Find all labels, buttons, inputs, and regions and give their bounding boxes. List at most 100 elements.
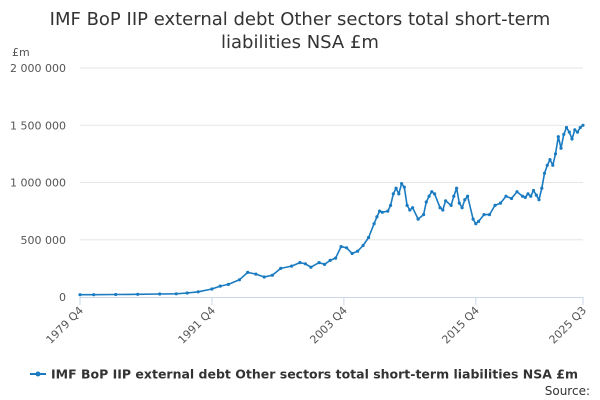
data-point (114, 292, 118, 297)
data-point (534, 193, 538, 197)
series-layer (78, 123, 585, 297)
data-point (303, 262, 307, 266)
data-point (452, 194, 456, 198)
data-point (185, 291, 189, 295)
data-point (482, 213, 486, 217)
legend[interactable]: IMF BoP IIP external debt Other sectors … (30, 367, 578, 382)
data-point (372, 222, 376, 226)
data-point (575, 130, 580, 134)
chart-title: IMF BoP IIP external debt Other sectors … (0, 8, 600, 54)
data-point (567, 130, 571, 134)
y-axis-unit-label: £m (12, 46, 30, 59)
data-point (581, 123, 585, 127)
data-point (444, 199, 448, 203)
data-point (556, 135, 560, 139)
data-point (397, 192, 401, 196)
data-point (487, 213, 492, 217)
data-point (553, 152, 558, 156)
data-point (339, 245, 343, 249)
data-point (520, 194, 525, 198)
data-point (460, 206, 464, 210)
data-point (441, 208, 445, 212)
data-point (515, 190, 519, 194)
data-point (449, 203, 453, 207)
data-point (394, 186, 398, 190)
data-point (537, 198, 541, 202)
data-point (174, 292, 178, 296)
data-point (438, 206, 442, 210)
y-tick-label: 1 000 000 (10, 177, 66, 190)
data-point (405, 203, 409, 207)
data-point (380, 210, 384, 214)
data-point (531, 188, 536, 193)
data-point (309, 265, 313, 269)
data-point (375, 215, 379, 219)
tick-labels: £m 0 500 000 1 000 000 1 500 000 2 000 000 197… (10, 46, 589, 346)
data-point (367, 235, 371, 240)
data-point (290, 264, 294, 268)
data-point (78, 293, 82, 297)
x-tick-label: 2025 Q3 (547, 304, 590, 347)
data-point (427, 194, 431, 198)
data-point (564, 125, 569, 130)
data-point (422, 213, 426, 217)
data-point (477, 219, 481, 223)
data-point (542, 171, 547, 175)
y-tick-label: 500 000 (21, 234, 67, 247)
grid-lines (80, 67, 583, 241)
data-point (350, 251, 354, 256)
data-point (402, 185, 406, 189)
data-point (548, 158, 552, 162)
data-point (389, 203, 393, 207)
data-point (424, 200, 428, 204)
data-point (279, 266, 283, 270)
data-point (562, 132, 566, 136)
data-point (570, 137, 574, 141)
data-point (573, 128, 577, 132)
data-point (237, 278, 241, 282)
data-point (323, 262, 327, 266)
data-point (386, 209, 390, 213)
source-label: Source: (545, 384, 590, 398)
data-point (218, 284, 222, 288)
data-point (526, 192, 530, 196)
data-point (509, 196, 514, 201)
data-point (551, 163, 555, 167)
data-point (328, 258, 332, 262)
x-tick-label: 1979 Q4 (44, 304, 87, 347)
data-point (504, 194, 508, 198)
legend-marker-symbol (35, 371, 41, 377)
data-point (471, 217, 475, 221)
data-point (334, 256, 338, 260)
data-point (92, 293, 96, 297)
data-point (356, 249, 360, 253)
data-point (474, 222, 478, 226)
data-point (196, 290, 200, 294)
data-point (246, 270, 250, 274)
data-point (455, 186, 459, 190)
data-point (262, 275, 266, 279)
data-point (378, 209, 382, 213)
data-point (408, 208, 412, 212)
data-point (391, 192, 395, 196)
data-point (540, 186, 544, 190)
data-point (136, 292, 140, 296)
y-tick-label: 0 (59, 291, 66, 304)
data-point (226, 282, 230, 286)
data-point (400, 182, 404, 186)
legend-item-label[interactable]: IMF BoP IIP external debt Other sectors … (51, 367, 578, 382)
data-point (416, 217, 420, 221)
data-point (270, 273, 274, 277)
x-tick-label: 2003 Q4 (307, 304, 350, 347)
data-point (361, 243, 365, 248)
data-point (545, 163, 549, 167)
data-point (559, 146, 563, 150)
data-point (411, 206, 415, 210)
data-point (578, 125, 582, 130)
axes (79, 297, 584, 305)
data-point (466, 194, 470, 198)
y-tick-label: 2 000 000 (10, 62, 66, 75)
series-line (80, 124, 584, 296)
